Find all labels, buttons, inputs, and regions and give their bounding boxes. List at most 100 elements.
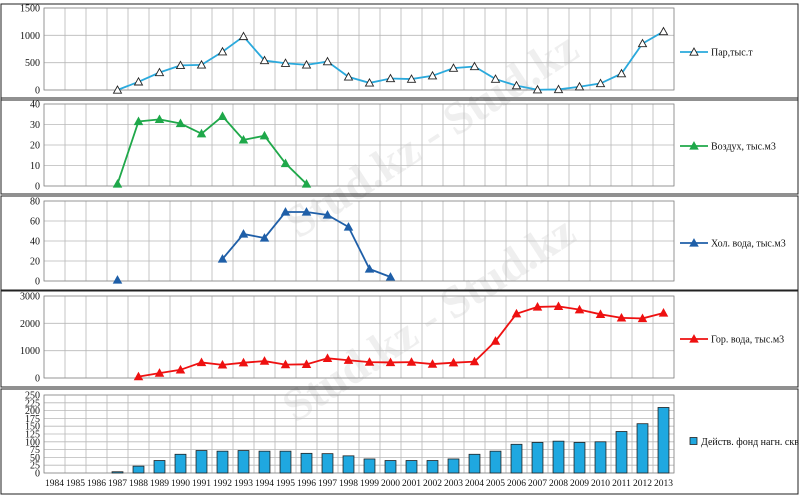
x-tick-label: 1985: [66, 479, 85, 489]
point-2003: [448, 63, 459, 72]
bar-2002: [426, 460, 439, 474]
point-1995: [280, 158, 291, 168]
point-1993: [238, 134, 249, 144]
bar-1994: [258, 450, 271, 474]
legend-label: Действ. фонд нагн. скв: [701, 437, 799, 448]
bar-1991: [195, 450, 208, 474]
plot-area: [43, 295, 675, 379]
x-tick-label: 1999: [360, 479, 379, 489]
x-tick-label: 2013: [654, 479, 673, 489]
x-tick-label: 2001: [402, 479, 421, 489]
y-tick-label: 40: [30, 100, 40, 111]
x-tick-label: 1994: [255, 479, 274, 489]
bar-1995: [279, 450, 292, 474]
point-1989: [154, 368, 165, 377]
point-2002: [427, 70, 438, 80]
bar-2005: [489, 450, 502, 474]
bar-1999: [363, 458, 376, 474]
panel-frame: [0, 290, 799, 388]
series-line: [138, 305, 664, 378]
x-tick-label: 1989: [150, 479, 169, 489]
y-tick-label: 250: [25, 391, 40, 402]
x-tick-label: 2000: [381, 479, 400, 489]
point-1999: [364, 77, 375, 87]
plot-area: [43, 394, 675, 474]
bar-2006: [510, 443, 523, 474]
point-1987: [112, 85, 123, 94]
y-tick-label: 225: [25, 398, 40, 409]
point-1999: [364, 264, 375, 273]
y-tick-label: 1500: [20, 4, 40, 15]
point-1995: [280, 207, 291, 216]
point-1997: [322, 56, 333, 66]
panel-4: 0 1000 2000 3000 Гор. вода, тыс.м3: [0, 290, 799, 388]
point-2006: [511, 80, 522, 90]
point-2001: [406, 74, 417, 83]
point-1992: [217, 46, 228, 56]
series-line: [116, 115, 308, 185]
x-tick-label: 1998: [339, 479, 358, 489]
point-1987: [112, 275, 123, 284]
y-tick-label: 20: [30, 257, 40, 268]
y-tick-label: 0: [35, 277, 40, 288]
x-tick-label: 2007: [528, 479, 547, 489]
x-tick-label: 2011: [612, 479, 631, 489]
y-tick-label: 1000: [20, 31, 40, 42]
plot-area: [43, 200, 675, 282]
point-1993: [238, 357, 249, 367]
point-1988: [133, 116, 144, 126]
point-1997: [322, 210, 333, 219]
bar-1987: [111, 471, 124, 474]
x-tick-label: 1988: [129, 479, 148, 489]
point-1995: [280, 359, 291, 369]
point-2011: [616, 68, 627, 78]
point-1987: [112, 179, 123, 188]
x-tick-label: 1992: [213, 479, 232, 489]
y-tick-label: 80: [30, 197, 40, 208]
bar-2003: [447, 458, 460, 474]
point-1998: [343, 71, 354, 81]
y-tick-label: 50: [30, 453, 40, 464]
legend-label: Пар,тыс.т: [711, 48, 753, 59]
legend-marker: [689, 141, 699, 150]
point-1995: [280, 58, 291, 67]
bar-1997: [321, 453, 334, 474]
point-1991: [196, 128, 207, 138]
bar-2000: [384, 460, 397, 474]
bar-1996: [300, 452, 313, 474]
legend-marker: [689, 334, 699, 343]
y-tick-label: 150: [25, 422, 40, 433]
point-2007: [532, 302, 543, 311]
x-tick-label: 2010: [591, 479, 610, 489]
y-tick-label: 1000: [20, 346, 40, 357]
point-1997: [322, 353, 333, 362]
point-2002: [427, 359, 438, 368]
legend-marker: [689, 238, 699, 247]
point-1989: [154, 67, 165, 77]
point-1996: [301, 207, 312, 216]
watermark: Stud.kz - Stud.kz Stud.kz - Stud.kz: [273, 21, 587, 431]
point-1992: [217, 254, 228, 263]
point-1993: [238, 229, 249, 238]
point-2011: [616, 312, 627, 322]
point-1988: [133, 76, 144, 86]
point-2010: [595, 309, 606, 318]
bar-2007: [531, 442, 544, 474]
point-1996: [301, 359, 312, 368]
point-2001: [406, 357, 417, 366]
point-2008: [553, 301, 564, 311]
point-1994: [259, 55, 270, 65]
panel-1: 0 500 1000 1500 Пар,тыс.т: [0, 3, 799, 101]
x-tick-label: 2005: [486, 479, 505, 489]
x-tick-label: 2006: [507, 479, 526, 489]
point-1994: [259, 356, 270, 365]
point-1991: [196, 59, 207, 69]
point-2013: [658, 26, 669, 36]
y-tick-label: 0: [35, 86, 40, 97]
y-tick-label: 25: [30, 461, 40, 472]
bar-2008: [552, 440, 565, 474]
y-tick-label: 2000: [20, 319, 40, 330]
y-tick-label: 10: [30, 161, 40, 172]
y-tick-label: 125: [25, 430, 40, 441]
